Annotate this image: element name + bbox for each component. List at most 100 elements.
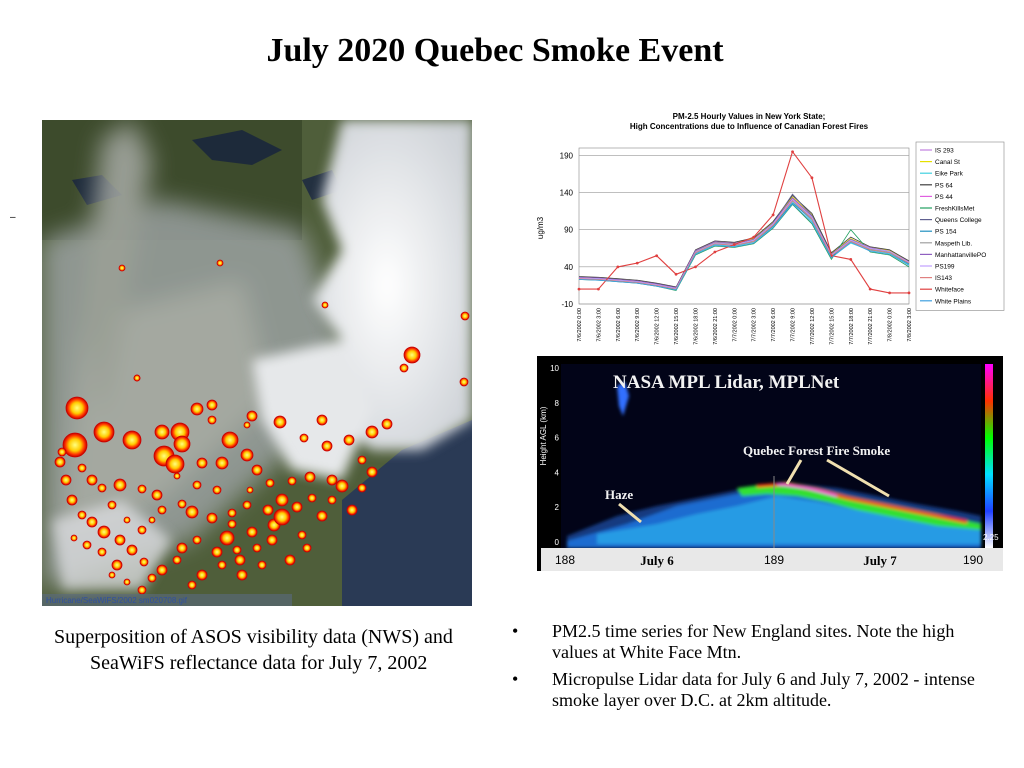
visibility-marker [82, 540, 92, 550]
lidar-x-tick-label: 189 [764, 553, 784, 567]
pm25-x-tick-label: 7/6/2002 9:00 [635, 308, 641, 342]
visibility-marker [65, 396, 89, 420]
pm25-legend-label: White Plains [935, 298, 972, 305]
visibility-marker [307, 493, 317, 503]
lidar-y-tick-label: 8 [555, 399, 560, 408]
lidar-colorbar [985, 364, 993, 548]
lidar-y-axis-label: Height AGL (km) [539, 406, 548, 465]
visibility-marker [139, 557, 149, 567]
visibility-marker [257, 560, 267, 570]
pm25-legend-label: PS 154 [935, 229, 957, 236]
visibility-marker [86, 516, 98, 528]
pm25-y-tick-label: 40 [564, 263, 573, 272]
visibility-marker [122, 430, 142, 450]
lidar-y-tick-label: 6 [555, 434, 560, 443]
visibility-marker [137, 585, 147, 595]
pm25-data-point [791, 150, 794, 154]
visibility-marker [137, 525, 147, 535]
pm25-series-line [578, 203, 910, 291]
pm25-data-point [694, 265, 697, 269]
visibility-marker [366, 466, 378, 478]
pm25-series-line [578, 198, 910, 289]
visibility-marker [70, 534, 78, 542]
visibility-marker [246, 410, 258, 422]
pm25-data-point [752, 235, 756, 239]
visibility-marker [246, 526, 258, 538]
visibility-marker [284, 554, 296, 566]
visibility-marker [177, 499, 187, 509]
pm25-data-point [674, 272, 678, 276]
visibility-marker [216, 259, 224, 267]
pm25-grid [578, 147, 910, 305]
visibility-marker [176, 542, 188, 554]
visibility-marker [93, 421, 115, 443]
visibility-marker [147, 573, 157, 583]
visibility-marker [304, 471, 316, 483]
lidar-smoke-label: Quebec Forest Fire Smoke [743, 443, 890, 458]
visibility-marker [252, 543, 262, 553]
visibility-marker [133, 374, 141, 382]
visibility-marker [327, 495, 337, 505]
visibility-marker [97, 483, 107, 493]
visibility-marker [326, 474, 338, 486]
visibility-marker [156, 564, 168, 576]
visibility-marker [192, 480, 202, 490]
pm25-x-tick-label: 7/7/2002 6:00 [771, 308, 777, 342]
visibility-marker [206, 512, 218, 524]
pm25-x-ticks: 7/6/2002 0:00 7/6/2002 3:00 7/6/2002 6:00 7… [577, 308, 913, 345]
visibility-marker [240, 448, 254, 462]
pm25-y-axis-label: ug/m3 [537, 216, 545, 239]
pm25-data-point [810, 176, 814, 180]
visibility-marker [335, 479, 349, 493]
lidar-y-tick-label: 2 [555, 503, 560, 512]
visibility-marker [243, 421, 251, 429]
lidar-x-tick-label: 188 [555, 553, 575, 567]
pm25-chart-graphic: PM-2.5 Hourly Values in New York State; … [537, 112, 1005, 345]
pm25-x-tick-label: 7/7/2002 21:00 [868, 308, 874, 345]
pm25-legend-label: Maspeth Lib. [935, 240, 972, 247]
bullet-text: Micropulse Lidar data for July 6 and Jul… [552, 669, 975, 710]
pm25-y-tick-label: 140 [560, 189, 574, 198]
visibility-marker [346, 504, 358, 516]
visibility-marker [291, 501, 303, 513]
pm25-data-point [732, 243, 736, 246]
visibility-marker [185, 505, 199, 519]
visibility-marker [251, 464, 263, 476]
visibility-marker [118, 264, 126, 272]
visibility-marker [172, 555, 182, 565]
visibility-marker [54, 456, 66, 468]
pm25-series-line [578, 194, 910, 288]
pm25-series-line [579, 150, 909, 294]
visibility-marker [275, 493, 289, 507]
pm25-legend-label: Queens College [935, 217, 982, 224]
bullet-item: • PM2.5 time series for New England site… [512, 621, 982, 663]
visibility-marker [212, 485, 222, 495]
bullet-list: • PM2.5 time series for New England site… [512, 621, 982, 717]
visibility-marker [460, 311, 470, 321]
visibility-marker [126, 544, 138, 556]
pm25-data-point [868, 287, 872, 291]
visibility-marker [221, 431, 239, 449]
visibility-marker [316, 510, 328, 522]
visibility-marker [227, 508, 237, 518]
pm25-y-tick-label: -10 [561, 300, 573, 309]
visibility-marker [123, 578, 131, 586]
pm25-data-point [597, 287, 600, 291]
pm25-x-tick-label: 7/6/2002 6:00 [616, 308, 622, 342]
lidar-image: 2.25 10 8 6 4 2 0 Height AGL (km) NASA MPL Li… [537, 356, 1003, 571]
pm25-y-tick-label: 190 [560, 151, 574, 160]
lidar-day-label-2: July 7 [863, 553, 897, 568]
pm25-legend-label: PS 44 [935, 194, 953, 201]
pm25-data-point [635, 261, 639, 265]
visibility-marker [287, 476, 297, 486]
lidar-colorbar-value: 2.25 [983, 533, 999, 542]
pm25-x-tick-label: 7/7/2002 3:00 [752, 308, 758, 342]
visibility-marker [266, 534, 278, 546]
lidar-title: NASA MPL Lidar, MPLNet [613, 372, 840, 393]
visibility-marker [165, 454, 185, 474]
pm25-legend-label: Eike Park [935, 171, 964, 178]
lidar-smoke-arrow-right [826, 458, 890, 498]
visibility-marker [196, 569, 208, 581]
lidar-y-tick-label: 0 [555, 538, 560, 547]
pm25-series-line [578, 200, 910, 290]
